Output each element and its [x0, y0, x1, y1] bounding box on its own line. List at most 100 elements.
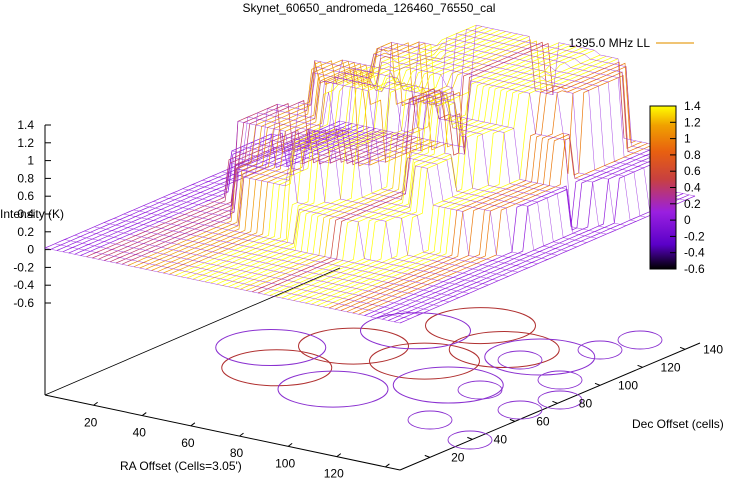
surface-line [320, 33, 676, 205]
y-tick-label: 120 [661, 360, 681, 374]
surface-line [251, 41, 548, 293]
x-tick-mark [141, 412, 147, 416]
surface-line [172, 120, 528, 269]
surface-line [103, 222, 460, 298]
y-tick-label: 80 [579, 396, 593, 410]
base-plane [44, 267, 701, 471]
surface-line [221, 66, 578, 248]
contour-ring [392, 366, 504, 404]
contour-ring [617, 330, 663, 350]
colorbar-tick-label: 0.8 [684, 148, 701, 162]
surface-line [382, 157, 678, 320]
surface-line [261, 53, 617, 231]
y-tick-mark [637, 364, 643, 368]
surface-line [240, 39, 536, 290]
z-tick-label: -0.2 [13, 260, 34, 274]
x-tick-mark [93, 401, 98, 406]
surface-line [212, 72, 568, 252]
x-tick-label: 20 [84, 415, 98, 429]
surface-line [241, 59, 597, 239]
surface-line [346, 71, 642, 313]
surface-line [251, 61, 607, 235]
contour-ring [425, 307, 536, 345]
x-tick-label: 80 [230, 446, 244, 460]
surface-line [202, 80, 558, 256]
x-tick-label: 140 [372, 477, 392, 478]
surface-line [133, 209, 489, 286]
x-tick-label: 40 [133, 426, 147, 440]
surface-line [339, 24, 696, 197]
base-contours [215, 307, 663, 450]
colorbar-tick-label: 0.6 [684, 164, 701, 178]
contour-ring [298, 327, 409, 365]
z-tick-label: 0.2 [17, 225, 34, 239]
x-tick-mark [239, 432, 244, 437]
contour-ring [277, 370, 389, 408]
z-tick-label: 1.2 [17, 136, 34, 150]
x-tick-mark [336, 453, 342, 458]
x-tick-label: 120 [324, 467, 344, 478]
y-tick-label: 60 [536, 414, 550, 428]
x-tick-mark [385, 463, 390, 468]
y-tick-label: 140 [703, 342, 723, 356]
colorbar-ticks: 1.4 1.2 1 0.8 0.6 0.4 0.2 0 -0.2 -0.4 -0.6 [670, 99, 705, 276]
y-tick-label: 40 [494, 432, 508, 446]
x-axis-label: RA Offset (Cells=3.05') [120, 459, 242, 473]
surface-line [182, 116, 538, 264]
y-tick-mark [467, 436, 473, 440]
colorbar-tick-label: 1.2 [684, 115, 701, 129]
z-tick-label: -0.4 [13, 278, 34, 292]
y-tick-mark [594, 382, 601, 386]
x-tick-label: 60 [181, 436, 195, 450]
contour-ring [537, 370, 583, 390]
colorbar-tick-label: 0.2 [684, 197, 701, 211]
colorbar: 1.4 1.2 1 0.8 0.6 0.4 0.2 0 -0.2 -0.4 -0.6 [649, 99, 705, 276]
z-tick-label: 1 [27, 154, 34, 168]
surface-line [123, 213, 479, 290]
surface-line [330, 29, 686, 201]
contour-ring [215, 329, 327, 367]
contour-ring [497, 400, 543, 420]
colorbar-tick-label: 0.4 [684, 181, 701, 195]
contour-ring [407, 410, 453, 430]
surface-line [192, 92, 548, 260]
y-tick-mark [424, 454, 430, 458]
x-tick-mark [287, 442, 293, 447]
contour-ring [457, 380, 503, 400]
surface-line [74, 235, 430, 311]
y-tick-mark [509, 418, 516, 422]
x-axis-ticks: 20 40 60 80 100 120 140 [84, 401, 393, 478]
colorbar-tick-label: 1 [684, 132, 691, 146]
x-tick-label: 100 [275, 456, 295, 470]
legend-label: 1395.0 MHz LL [569, 36, 651, 50]
surface-line [300, 41, 656, 214]
y-tick-mark [552, 400, 558, 404]
contour-ring [369, 342, 480, 380]
chart-title: Skynet_60650_andromeda_126460_76550_cal [243, 1, 496, 15]
surface-line [271, 48, 627, 226]
z-tick-label: 0.6 [17, 189, 34, 203]
contour-ring [497, 350, 543, 370]
y-axis-label: Dec Offset (cells) [632, 417, 724, 431]
z-axis-ticks: 1.4 1.2 1 0.8 0.6 0.4 0.2 0 -0.2 -0.4 -0.6 [13, 118, 51, 310]
z-tick-label: 0 [27, 243, 34, 257]
contour-ring [448, 331, 560, 369]
colorbar-tick-label: -0.4 [684, 246, 705, 260]
surface-line [44, 247, 401, 324]
surface-line [94, 226, 450, 303]
z-axis-label: Intensity (K) [0, 207, 64, 221]
surface-line [153, 145, 509, 277]
y-axis-ticks: 20 40 60 80 100 120 140 [424, 342, 723, 464]
surface-line [113, 218, 469, 294]
surface-line [310, 37, 666, 209]
contour-ring [537, 390, 583, 410]
surface-line [280, 46, 637, 222]
y-tick-mark [679, 346, 686, 350]
surface-line [388, 160, 684, 321]
contour-ring [577, 340, 623, 360]
y-tick-label: 20 [451, 450, 465, 464]
z-tick-label: 1.4 [17, 118, 34, 132]
colorbar-tick-label: 0 [684, 213, 691, 227]
colorbar-tick-label: -0.6 [684, 262, 705, 276]
